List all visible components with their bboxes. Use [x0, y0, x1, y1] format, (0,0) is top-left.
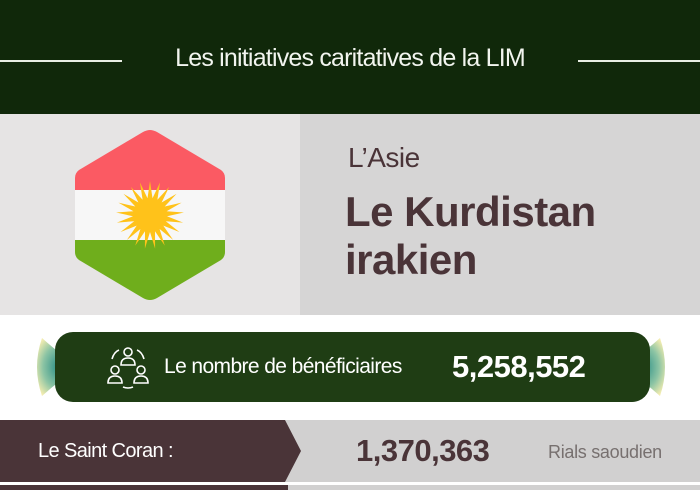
- people-group-icon: [107, 347, 149, 389]
- row-label-bg: [0, 420, 301, 482]
- table-row: Le Saint Coran : 1,370,363 Rials saoudie…: [0, 420, 700, 482]
- row-unit: Rials saoudien: [548, 442, 662, 462]
- beneficiaries-value: 5,258,552: [452, 349, 586, 384]
- beneficiaries-banner: [55, 332, 650, 402]
- row-value: 1,370,363: [356, 433, 490, 468]
- page-title: Les initiatives caritatives de la LIM: [175, 44, 526, 72]
- beneficiaries-label: Le nombre de bénéficiaires: [164, 355, 402, 378]
- region-label: L’Asie: [348, 142, 420, 173]
- table-row-next: [0, 485, 700, 490]
- divider-right: [578, 60, 700, 62]
- row-label: Le Saint Coran :: [38, 440, 174, 462]
- header-bar: Les initiatives caritatives de la LIM: [0, 0, 700, 114]
- country-name: Le Kurdistan irakien: [345, 188, 596, 283]
- kurdistan-flag-icon: [75, 130, 225, 300]
- country-panel: [300, 114, 700, 315]
- divider-left: [0, 60, 122, 62]
